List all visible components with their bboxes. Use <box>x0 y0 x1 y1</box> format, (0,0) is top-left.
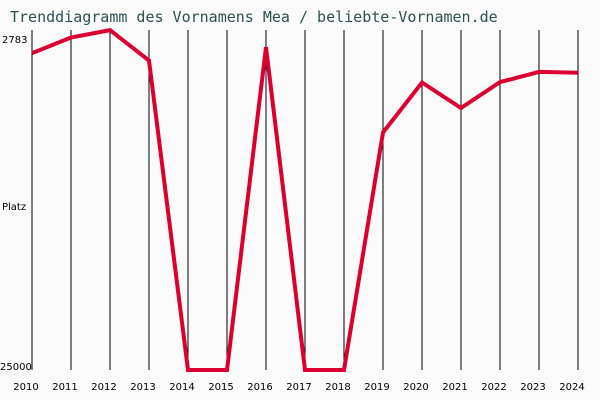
x-axis-tick-label: 2021 <box>442 382 468 393</box>
x-axis-tick-label: 2017 <box>286 382 312 393</box>
series-line <box>31 27 579 372</box>
y-axis-title: Platz <box>2 202 27 213</box>
x-axis-tick-label: 2023 <box>520 382 546 393</box>
y-axis-bottom-label: 25000 <box>0 362 32 373</box>
x-axis-tick-label: 2019 <box>364 382 390 393</box>
chart-title: Trenddiagramm des Vornamens Mea / belieb… <box>10 8 498 26</box>
x-axis-tick-label: 2013 <box>130 382 156 393</box>
x-axis-tick-label: 2011 <box>52 382 78 393</box>
x-axis-tick-label: 2020 <box>403 382 429 393</box>
x-axis-tick-label: 2010 <box>13 382 39 393</box>
x-axis-tick-label: 2014 <box>169 382 195 393</box>
x-axis-tick-label: 2024 <box>559 382 585 393</box>
x-axis-tick-label: 2016 <box>247 382 273 393</box>
y-axis-top-label: 2783 <box>2 35 28 46</box>
x-axis-tick-label: 2012 <box>91 382 117 393</box>
x-axis-tick-label: 2022 <box>481 382 507 393</box>
x-axis-tick-label: 2015 <box>208 382 234 393</box>
x-axis-tick-label: 2018 <box>325 382 351 393</box>
